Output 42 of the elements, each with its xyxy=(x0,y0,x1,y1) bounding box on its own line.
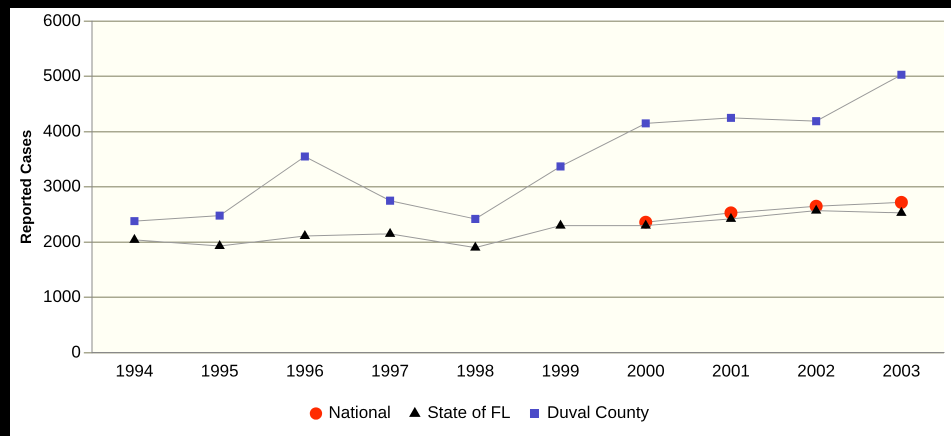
x-tick-label: 1995 xyxy=(200,361,239,380)
point xyxy=(812,117,820,126)
point xyxy=(130,217,138,226)
x-tick-label: 1997 xyxy=(371,361,409,380)
point xyxy=(300,152,309,161)
x-tick-label: 1998 xyxy=(456,361,494,380)
point xyxy=(216,212,224,220)
point xyxy=(386,196,394,205)
point xyxy=(642,119,650,128)
y-tick-label: 1000 xyxy=(42,287,81,306)
point xyxy=(300,230,310,240)
point xyxy=(896,207,906,216)
point xyxy=(130,234,140,243)
point xyxy=(726,114,735,122)
legend-label: Duval County xyxy=(546,403,650,422)
y-tick-label: 5000 xyxy=(42,66,81,86)
x-tick-label: 1996 xyxy=(286,361,324,380)
point xyxy=(640,220,651,229)
y-tick-label: 0 xyxy=(71,342,81,362)
x-tick-label: 2001 xyxy=(712,361,750,380)
point xyxy=(897,70,906,79)
point xyxy=(556,162,565,170)
legend-label: State of FL xyxy=(427,403,511,422)
point xyxy=(556,220,566,229)
point xyxy=(470,242,480,251)
point xyxy=(385,228,395,237)
y-tick-label: 3000 xyxy=(42,176,81,196)
x-tick-label: 1999 xyxy=(542,361,580,380)
y-axis-title: Reported Cases xyxy=(18,130,36,244)
point xyxy=(894,196,908,209)
x-tick-label: 2003 xyxy=(882,361,920,380)
x-tick-label: 1994 xyxy=(116,361,154,380)
point xyxy=(471,214,480,223)
y-tick-label: 6000 xyxy=(42,10,81,30)
point xyxy=(214,240,224,249)
point xyxy=(811,205,822,214)
point xyxy=(726,213,736,222)
y-tick-label: 2000 xyxy=(42,232,81,251)
legend-label: National xyxy=(328,403,391,422)
x-tick-label: 2002 xyxy=(797,361,836,380)
x-tick-label: 2000 xyxy=(626,361,665,380)
y-tick-label: 4000 xyxy=(42,121,81,140)
